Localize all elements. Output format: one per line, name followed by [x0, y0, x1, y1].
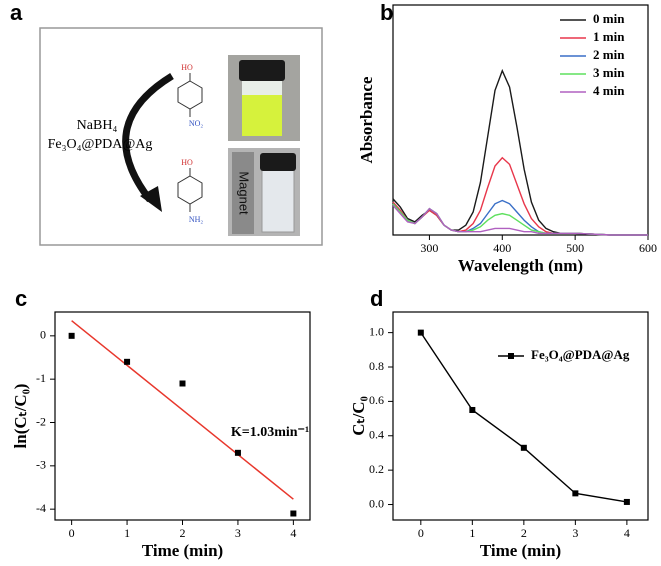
- group-label: HO: [181, 158, 193, 167]
- marker: [290, 510, 297, 517]
- plot-frame: [392, 311, 649, 521]
- panel-label: a: [10, 0, 23, 25]
- vial-cap: [260, 153, 296, 171]
- reaction-arrow: [122, 73, 174, 203]
- annotation: K=1.03min⁻¹: [231, 425, 309, 440]
- reagent: NaBH₄: [77, 118, 118, 133]
- group-label: NH₂: [189, 215, 204, 224]
- marker: [124, 358, 131, 365]
- vial: [261, 169, 295, 233]
- arrow-head: [140, 186, 162, 212]
- x-tick-label: 2: [180, 526, 186, 540]
- y-tick-label: 0.4: [369, 428, 384, 442]
- fit-line: [71, 320, 294, 500]
- marker: [179, 380, 186, 387]
- legend-label: 4 min: [593, 83, 625, 98]
- y-axis-label: Cₜ/C₀: [349, 396, 368, 435]
- x-tick-label: 500: [566, 241, 584, 255]
- magnet-label: Magnet: [237, 171, 252, 215]
- x-tick-label: 1: [469, 526, 475, 540]
- marker: [234, 449, 241, 456]
- series-line: [392, 199, 648, 236]
- panel-label: b: [380, 0, 393, 25]
- legend-marker: [508, 353, 514, 359]
- group-label: NO₂: [189, 119, 204, 128]
- x-tick-label: 3: [572, 526, 578, 540]
- y-tick-label: -2: [36, 414, 46, 428]
- x-tick-label: 4: [290, 526, 296, 540]
- marker: [68, 332, 75, 339]
- panel-label: d: [370, 286, 383, 311]
- x-axis-label: Time (min): [480, 541, 561, 560]
- marker: [623, 498, 630, 505]
- reagent: Fe₃O₄@PDA@Ag: [48, 137, 153, 152]
- y-tick-label: -1: [36, 371, 46, 385]
- plot-frame: [54, 311, 311, 521]
- y-tick-label: 0.6: [369, 393, 384, 407]
- x-tick-label: 2: [521, 526, 527, 540]
- y-tick-label: 1.0: [369, 324, 384, 338]
- legend-label: 0 min: [593, 11, 625, 26]
- marker: [469, 406, 476, 413]
- plot-frame: [392, 4, 649, 236]
- panel-label: c: [15, 286, 27, 311]
- x-axis-label: Time (min): [142, 541, 223, 560]
- marker: [417, 329, 424, 336]
- y-axis-label: ln(Cₜ/C₀): [11, 384, 30, 449]
- legend-label: 1 min: [593, 29, 625, 44]
- series-line: [392, 204, 648, 236]
- y-axis-label: Absorbance: [357, 76, 376, 163]
- marker: [572, 490, 579, 497]
- vial-liquid: [242, 95, 282, 136]
- y-tick-label: 0.0: [369, 496, 384, 510]
- y-tick-label: 0.2: [369, 462, 384, 476]
- magnet: [232, 152, 254, 234]
- x-tick-label: 0: [69, 526, 75, 540]
- legend-label: 3 min: [593, 65, 625, 80]
- legend-label: Fe₃O₄@PDA@Ag: [531, 347, 630, 362]
- x-tick-label: 4: [624, 526, 630, 540]
- x-tick-label: 3: [235, 526, 241, 540]
- marker: [520, 444, 527, 451]
- x-tick-label: 600: [639, 241, 657, 255]
- y-tick-label: 0.8: [369, 359, 384, 373]
- group-label: HO: [181, 63, 193, 72]
- x-tick-label: 400: [493, 241, 511, 255]
- y-tick-label: 0: [40, 328, 46, 342]
- x-tick-label: 0: [418, 526, 424, 540]
- y-tick-label: -3: [36, 458, 46, 472]
- x-tick-label: 300: [420, 241, 438, 255]
- legend-label: 2 min: [593, 47, 625, 62]
- x-axis-label: Wavelength (nm): [458, 256, 583, 275]
- vial-cap: [239, 60, 285, 81]
- x-tick-label: 1: [124, 526, 130, 540]
- y-tick-label: -4: [36, 501, 46, 515]
